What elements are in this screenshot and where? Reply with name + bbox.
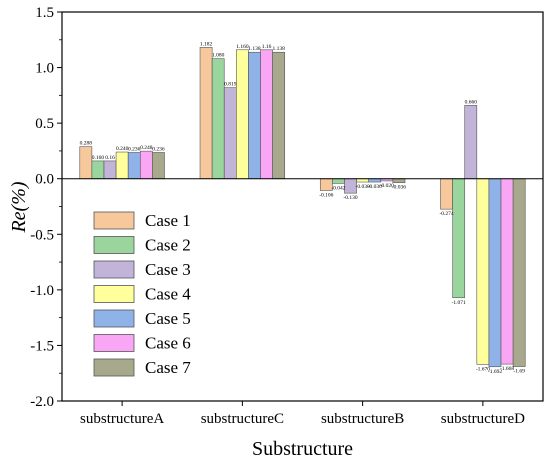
data-label: 0.160: [92, 155, 105, 161]
data-label: 0.240: [116, 146, 129, 152]
bar-case-5-substructured: [488, 178, 502, 368]
legend-label: Case 3: [145, 260, 191, 279]
legend-swatch: [93, 260, 135, 279]
data-label: 0.819: [224, 82, 237, 88]
bar-case-1-substructurea: [79, 146, 93, 180]
legend-label: Case 1: [145, 211, 191, 230]
x-tick-label: substructureA: [80, 411, 164, 427]
bar-case-6-substructured: [500, 178, 514, 365]
bar-case-2-substructureb: [332, 178, 345, 184]
data-label: 1.182: [200, 41, 213, 47]
bar-case-5-substructurea: [127, 152, 141, 180]
data-label: 0.248: [140, 145, 153, 151]
data-label: 0.16: [105, 155, 115, 161]
x-tick-label: substructureD: [441, 411, 525, 427]
bar-case-4-substructurec: [236, 49, 249, 180]
bar-case-1-substructurec: [199, 47, 213, 180]
data-label: 1.080: [212, 53, 225, 59]
data-label: 1.16: [262, 44, 272, 50]
legend-swatch: [93, 285, 135, 303]
legend: Case 1 Case 2 Case 3 Case 4 Case 5 Case 6 Case…: [93, 211, 191, 377]
x-axis-title: Substructure: [252, 438, 353, 460]
y-axis-title: Re(%): [8, 181, 30, 233]
data-label: 0.288: [80, 141, 93, 147]
bar-case-7-substructurec: [272, 51, 286, 180]
data-label: -0.042: [331, 185, 345, 191]
legend-swatch: [93, 334, 135, 352]
bar-case-5-substructurec: [248, 51, 261, 180]
legend-swatch: [93, 211, 135, 230]
x-tick-label: substructureC: [201, 411, 284, 427]
bar-case-6-substructurea: [139, 150, 153, 180]
data-label: -1.071: [452, 300, 466, 306]
bar-case-6-substructurec: [260, 49, 273, 180]
bar-case-7-substructureb: [392, 178, 406, 184]
bar-case-2-substructurea: [91, 160, 105, 180]
legend-label: Case 4: [145, 285, 191, 304]
legend-label: Case 2: [145, 236, 191, 255]
data-label: 0.236: [152, 146, 165, 152]
y-tick-label: -1.5: [30, 338, 54, 354]
x-tick-label: substructureB: [321, 411, 404, 427]
bar-case-4-substructured: [476, 178, 490, 365]
bar-case-2-substructurec: [211, 58, 225, 180]
data-label: -1.69: [513, 369, 525, 375]
y-tick-label: 1.0: [35, 61, 54, 77]
y-tick-label: -0.5: [30, 227, 54, 243]
bar-case-3-substructurec: [223, 87, 237, 180]
y-tick-label: 0.0: [35, 172, 54, 188]
data-label: 0.660: [465, 99, 478, 105]
data-label: 1.160: [236, 44, 249, 50]
bar-case-2-substructured: [452, 178, 466, 299]
data-label: -1.668: [500, 366, 514, 372]
legend-swatch: [93, 358, 135, 377]
legend-label: Case 5: [145, 309, 191, 328]
bar-case-7-substructurea: [152, 152, 165, 180]
bar-case-1-substructured: [440, 178, 453, 210]
data-label: -0.130: [343, 195, 357, 201]
y-tick-label: -1.0: [30, 283, 54, 299]
data-label: -1.692: [488, 369, 502, 375]
data-label: -0.106: [319, 193, 333, 199]
data-label: 1.138: [272, 46, 285, 52]
data-label: 1.138: [248, 46, 261, 52]
legend-swatch: [93, 236, 135, 254]
legend-swatch: [93, 309, 135, 328]
bar-case-7-substructured: [512, 178, 526, 367]
data-label: -0.274: [439, 211, 453, 217]
legend-label: Case 6: [145, 334, 191, 353]
bar-case-4-substructurea: [115, 151, 129, 180]
data-label: -0.030: [356, 184, 370, 190]
data-label: -1.670: [476, 366, 490, 372]
bar-case-3-substructured: [464, 105, 478, 180]
data-label: -0.030: [368, 184, 382, 190]
y-tick-label: -2.0: [30, 394, 54, 410]
data-label: -0.036: [392, 185, 406, 191]
bar-case-3-substructurea: [103, 160, 117, 180]
data-label: 0.236: [128, 146, 141, 152]
data-label: -0.020: [380, 183, 394, 189]
y-tick-label: 0.5: [35, 116, 54, 132]
legend-label: Case 7: [145, 358, 191, 377]
y-tick-label: 1.5: [35, 5, 54, 21]
